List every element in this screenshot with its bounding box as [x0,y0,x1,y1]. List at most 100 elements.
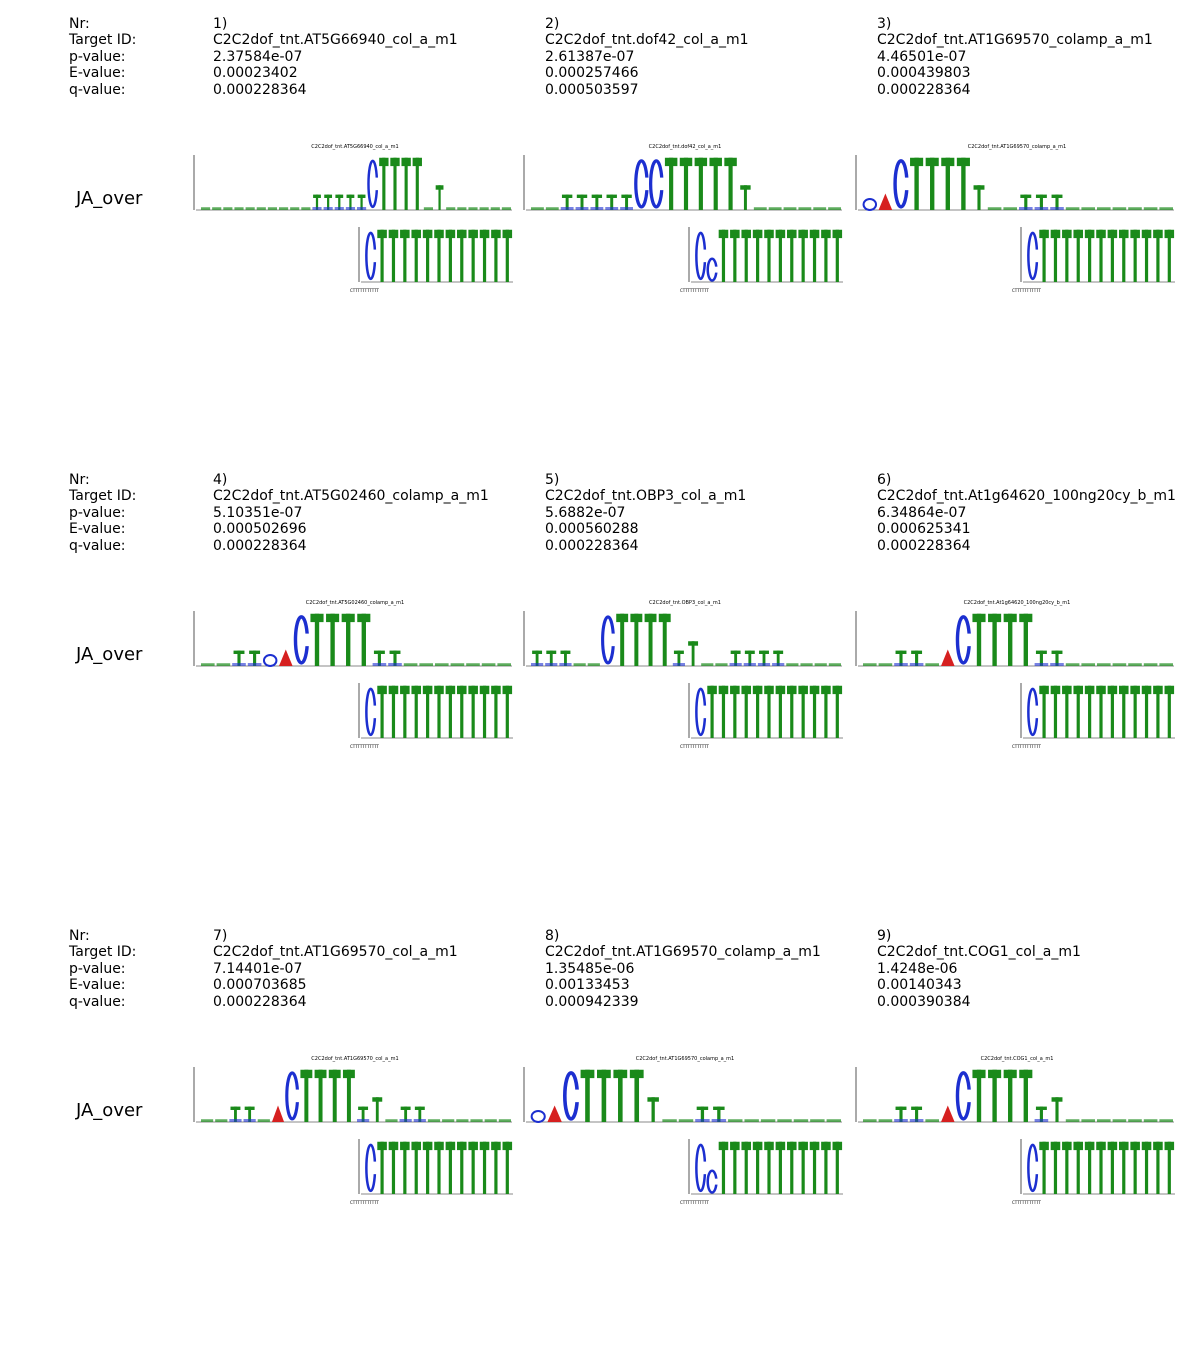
logo-low-info-position [290,207,300,210]
logo-letter-T-stem [380,685,384,738]
logo-title: C2C2dof_tnt.OBP3_col_a_m1 [649,600,721,606]
logo-low-info-position [1112,663,1127,666]
logo-low-info-position [1112,207,1127,210]
logo-letter-T-stem [460,229,464,282]
logo-letter-T-stem [380,1141,384,1194]
logo-letter-T-stem [1023,613,1028,666]
entry-nr: 7) [213,928,228,944]
logo-letter-T-stem [734,650,738,666]
logo-letter-T-stem [380,229,384,282]
logo-consensus: CTTTTTTTTTTT [350,744,380,749]
logo-letter-T-stem [610,194,614,210]
target-logo [688,683,843,739]
logo-letter-T-stem [471,685,475,738]
logo-minor-letter [605,207,619,210]
logo-letter-T-stem [580,194,584,210]
logo-low-info-position [925,663,939,666]
entry-p: 7.14401e-07 [213,960,303,977]
logo-low-info-position [768,207,782,210]
logo-letter-T-stem [1065,229,1069,282]
logo-letter-C-gap [293,1089,300,1103]
field-label-nr: Nr: [69,472,90,488]
entry-target: C2C2dof_tnt.AT1G69570_col_a_m1 [213,944,458,961]
target-logo [1020,683,1175,739]
entry-p: 2.37584e-07 [213,48,303,65]
logo-low-info-position [1128,207,1142,210]
entry-nr: 6) [877,472,892,488]
logo-low-info-position [793,1119,809,1122]
match-entry: 3) C2C2dof_tnt.AT1G69570_colamp_a_m1 4.465… [877,16,1153,98]
entry-target: C2C2dof_tnt.OBP3_col_a_m1 [545,488,747,505]
logo-letter-T-stem [812,229,817,282]
logo-low-info-position [490,207,500,210]
logo-low-info-position [828,663,841,666]
logo-letter-C-gap [371,1161,377,1175]
logo-minor-letter [1034,663,1049,666]
logo-minor-letter [334,207,344,210]
logo-low-info-position [878,1119,893,1122]
logo-letter-T-stem [1156,685,1160,738]
logo-low-info-position [662,1119,677,1122]
logo-low-info-position [678,1119,694,1122]
logo-letter-T-stem [1076,1141,1080,1194]
logo-low-info-position [786,663,799,666]
logo-letter-T-stem [677,650,681,666]
entry-target: C2C2dof_tnt.AT1G69570_colamp_a_m1 [877,32,1153,49]
logo-low-info-position [925,1119,939,1122]
target-logo [358,1139,513,1195]
logo-low-info-position [215,1119,228,1122]
logo-letter-T-stem [338,194,341,210]
logo-low-info-position [728,1119,743,1122]
logo-minor-letter [399,1119,412,1122]
logo-letter-T-stem [1039,650,1043,666]
motif-logo-comparison: C2C2dof_tnt.AT1G69570_colamp_a_m1 CTTTTTT… [520,1042,850,1217]
logo-letter-T-stem [1167,1141,1171,1194]
logo-letter-T-stem [700,1106,705,1122]
logo-minor-letter [357,1119,370,1122]
logo-letter-T-stem [1065,1141,1069,1194]
logo-letter-T-stem [835,229,839,282]
logo-minor-letter [531,663,544,666]
logo-letter-T-stem [1065,685,1069,738]
logo-low-info-position [501,207,511,210]
logo-letter-T-stem [945,157,950,210]
entry-nr: 5) [545,472,560,488]
logo-letter-T-stem [824,1141,828,1194]
field-label-e: E-value: [69,977,126,994]
logo-low-info-position [1112,1119,1127,1122]
entry-p: 1.4248e-06 [877,960,958,977]
field-label-q: q-value: [69,537,126,554]
logo-letter-C-gap [701,249,707,263]
entry-e: 0.000502696 [213,521,307,538]
logo-letter-T-stem [346,1069,351,1122]
logo-letter-T-stem [634,1069,640,1122]
logo-low-info-position [1065,663,1080,666]
logo-letter-T-stem [415,157,419,210]
logo-minor-letter [1050,207,1064,210]
logo-letter-T-stem [1133,229,1137,282]
logo-letter-T-stem [360,194,363,210]
logo-letter-T-stem [494,1141,498,1194]
query-logo [523,1067,842,1123]
logo-letter-T-stem [304,1069,309,1122]
logo-letter-T-stem [778,685,782,738]
logo-letter-T-stem [733,685,737,738]
logo-letter-T-stem [382,157,386,210]
logo-letter-T-stem [662,613,667,666]
logo-letter-T-stem [778,229,782,282]
logo-letter-T-stem [237,650,241,666]
logo-letter-T-stem [1122,229,1126,282]
logo-minor-letter [413,1119,426,1122]
logo-letter-T-stem [330,613,335,666]
logo-low-info-position [1081,1119,1095,1122]
entry-target: C2C2dof_tnt.AT5G66940_col_a_m1 [213,32,458,49]
logo-letter-T-stem [437,685,441,738]
field-label-p: p-value: [69,960,126,977]
logo-low-info-position [783,207,797,210]
logo-letter-T-stem [1088,1141,1092,1194]
query-logo [193,155,512,211]
logo-low-info-position [446,207,456,210]
logo-letter-A [271,1105,285,1122]
logo-low-info-position [545,207,559,210]
logo-letter-T-stem [535,650,539,666]
